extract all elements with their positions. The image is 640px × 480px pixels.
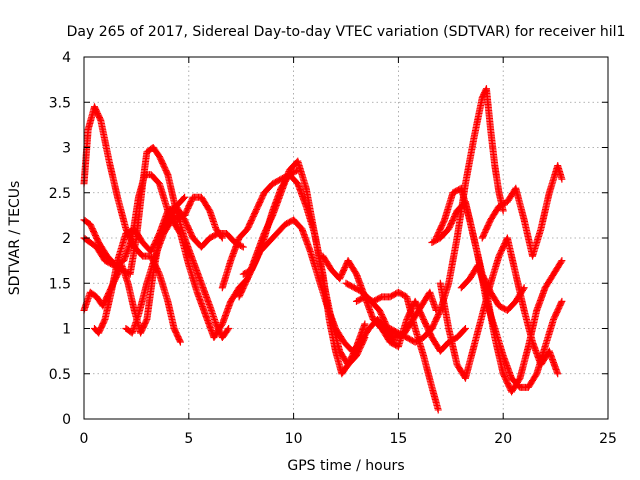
- y-tick-label: 3: [62, 141, 71, 157]
- data-point: [557, 299, 565, 307]
- data-point: [361, 320, 369, 328]
- data-point: [180, 194, 188, 202]
- data-point: [460, 326, 468, 334]
- data-point: [434, 406, 442, 414]
- x-tick-label: 10: [285, 431, 303, 447]
- series-track-16: [478, 162, 566, 260]
- series-track-12: [352, 288, 442, 414]
- data-point: [239, 243, 247, 251]
- y-tick-label: 0: [62, 412, 71, 428]
- chart-title: Day 265 of 2017, Sidereal Day-to-day VTE…: [67, 24, 626, 40]
- y-tick-label: 3.5: [49, 95, 71, 111]
- data-point: [176, 337, 184, 345]
- x-tick-label: 0: [80, 431, 89, 447]
- x-tick-label: 20: [494, 431, 512, 447]
- y-tick-label: 4: [62, 50, 71, 66]
- data-point: [292, 167, 300, 175]
- series-track-5: [90, 202, 247, 337]
- data-point: [224, 326, 232, 334]
- y-tick-label: 1.5: [49, 276, 71, 292]
- data-point: [181, 193, 189, 201]
- y-axis-label: SDTVAR / TECUs: [7, 181, 23, 296]
- data-point: [176, 338, 184, 346]
- data-point: [499, 207, 507, 215]
- data-point: [225, 325, 233, 332]
- x-tick-label: 15: [389, 431, 407, 447]
- y-tick-label: 2: [62, 231, 71, 247]
- y-tick-label: 1: [62, 322, 71, 338]
- data-point: [461, 325, 469, 332]
- data-point: [558, 297, 566, 305]
- x-axis-label: GPS time / hours: [287, 458, 404, 474]
- x-tick-label: 5: [184, 431, 193, 447]
- y-tick-label: 0.5: [49, 367, 71, 383]
- data-point: [238, 242, 246, 250]
- y-tick-label: 2.5: [49, 186, 71, 202]
- data-points: [80, 85, 566, 414]
- x-tick-label: 25: [599, 431, 617, 447]
